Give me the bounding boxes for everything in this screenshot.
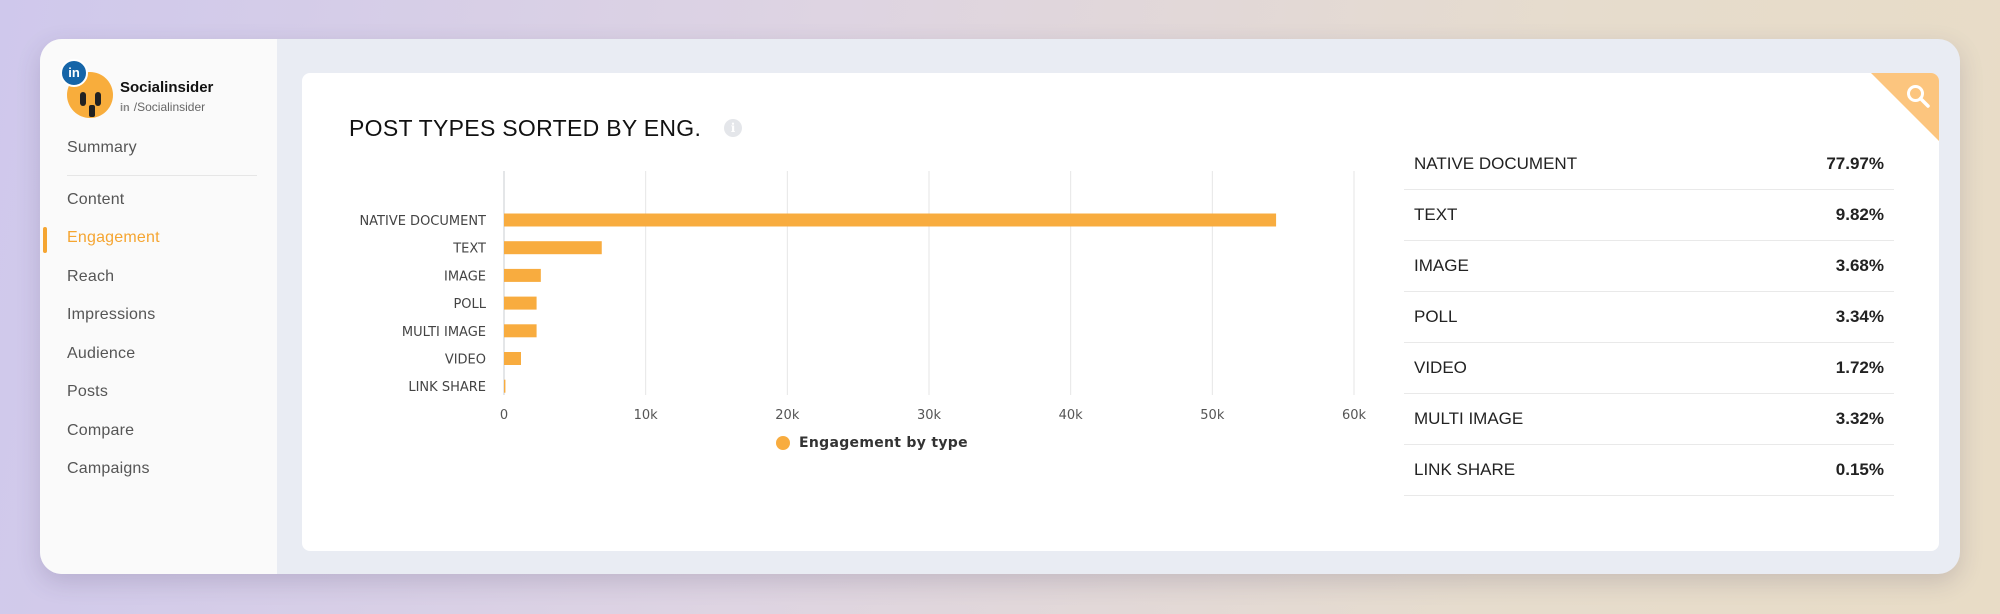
row-value: 0.15%	[1835, 460, 1884, 479]
chart-legend[interactable]: Engagement by type	[776, 435, 968, 451]
bar	[504, 324, 537, 338]
y-category-label: POLL	[453, 297, 486, 312]
search-icon[interactable]	[1905, 83, 1931, 109]
table-row: POLL 3.34%	[1404, 292, 1894, 343]
table-row: LINK SHARE 0.15%	[1404, 445, 1894, 496]
post-types-card: POST TYPES SORTED BY ENG. i 0 10k 20k 30k 40…	[302, 73, 1939, 551]
row-label: IMAGE	[1414, 256, 1469, 275]
row-label: MULTI IMAGE	[1414, 409, 1524, 428]
info-icon[interactable]: i	[724, 119, 742, 137]
active-indicator	[43, 227, 47, 253]
nav-item-impressions[interactable]: Impressions	[67, 306, 156, 323]
row-value: 1.72%	[1835, 358, 1884, 377]
bar	[504, 352, 521, 365]
row-value: 3.32%	[1835, 409, 1884, 428]
row-label: NATIVE DOCUMENT	[1414, 154, 1578, 173]
nav-item-compare[interactable]: Compare	[67, 422, 135, 439]
y-category-label: IMAGE	[444, 269, 486, 284]
app-window: in Socialinsider in/Socialinsider Summar…	[40, 39, 1960, 574]
table-row: MULTI IMAGE 3.32%	[1404, 394, 1894, 445]
row-label: POLL	[1414, 307, 1458, 326]
bar	[504, 379, 506, 393]
breakdown-table: NATIVE DOCUMENT 77.97% TEXT 9.82% IMAGE 3.6…	[1404, 139, 1894, 496]
row-value: 9.82%	[1835, 205, 1884, 224]
nav-item-content[interactable]: Content	[67, 191, 125, 208]
engagement-bar-chart: 0 10k 20k 30k 40k 50k 60k NATIVE DOCUMENT TEXT IM…	[359, 171, 1367, 423]
table-row: TEXT 9.82%	[1404, 190, 1894, 241]
bar	[504, 296, 537, 310]
table-row: VIDEO 1.72%	[1404, 343, 1894, 394]
linkedin-mark-icon: in	[120, 102, 130, 114]
y-category-label: VIDEO	[445, 353, 486, 368]
x-tick-label: 30k	[917, 408, 942, 423]
nav-item-posts[interactable]: Posts	[67, 383, 109, 400]
table-row: IMAGE 3.68%	[1404, 241, 1894, 292]
nav-item-campaigns[interactable]: Campaigns	[67, 460, 150, 477]
sidebar: in Socialinsider in/Socialinsider Summar…	[40, 39, 277, 574]
y-category-label: NATIVE DOCUMENT	[359, 214, 486, 229]
bar	[504, 213, 1277, 227]
nav-item-summary[interactable]: Summary	[67, 139, 137, 156]
x-tick-label: 60k	[1342, 408, 1367, 423]
row-value: 3.68%	[1835, 256, 1884, 275]
x-tick-label: 40k	[1059, 408, 1084, 423]
x-tick-label: 20k	[775, 408, 800, 423]
bar	[504, 241, 602, 255]
legend-label: Engagement by type	[799, 435, 968, 451]
x-tick-label: 10k	[634, 408, 659, 423]
nav-item-engagement[interactable]: Engagement	[67, 229, 160, 246]
row-label: LINK SHARE	[1414, 460, 1516, 479]
nav-divider	[67, 175, 257, 176]
x-tick-label: 0	[500, 408, 508, 423]
bar	[504, 268, 541, 282]
row-value: 77.97%	[1826, 154, 1884, 173]
row-label: VIDEO	[1414, 358, 1467, 377]
linkedin-badge-icon: in	[60, 59, 88, 87]
y-category-label: MULTI IMAGE	[402, 325, 486, 340]
profile-name: Socialinsider	[120, 79, 214, 96]
row-label: TEXT	[1414, 205, 1458, 224]
profile-handle: in/Socialinsider	[120, 100, 205, 114]
y-category-label: LINK SHARE	[408, 380, 486, 395]
profile-handle-text: /Socialinsider	[133, 100, 206, 114]
table-row: NATIVE DOCUMENT 77.97%	[1404, 139, 1894, 190]
x-tick-label: 50k	[1200, 408, 1225, 423]
profile-header[interactable]: in Socialinsider in/Socialinsider	[60, 54, 277, 124]
card-title: POST TYPES SORTED BY ENG.	[349, 115, 702, 141]
y-category-label: TEXT	[452, 242, 486, 257]
row-value: 3.34%	[1835, 307, 1884, 326]
nav-item-reach[interactable]: Reach	[67, 268, 115, 285]
nav-item-audience[interactable]: Audience	[67, 345, 136, 362]
legend-swatch	[776, 436, 790, 450]
